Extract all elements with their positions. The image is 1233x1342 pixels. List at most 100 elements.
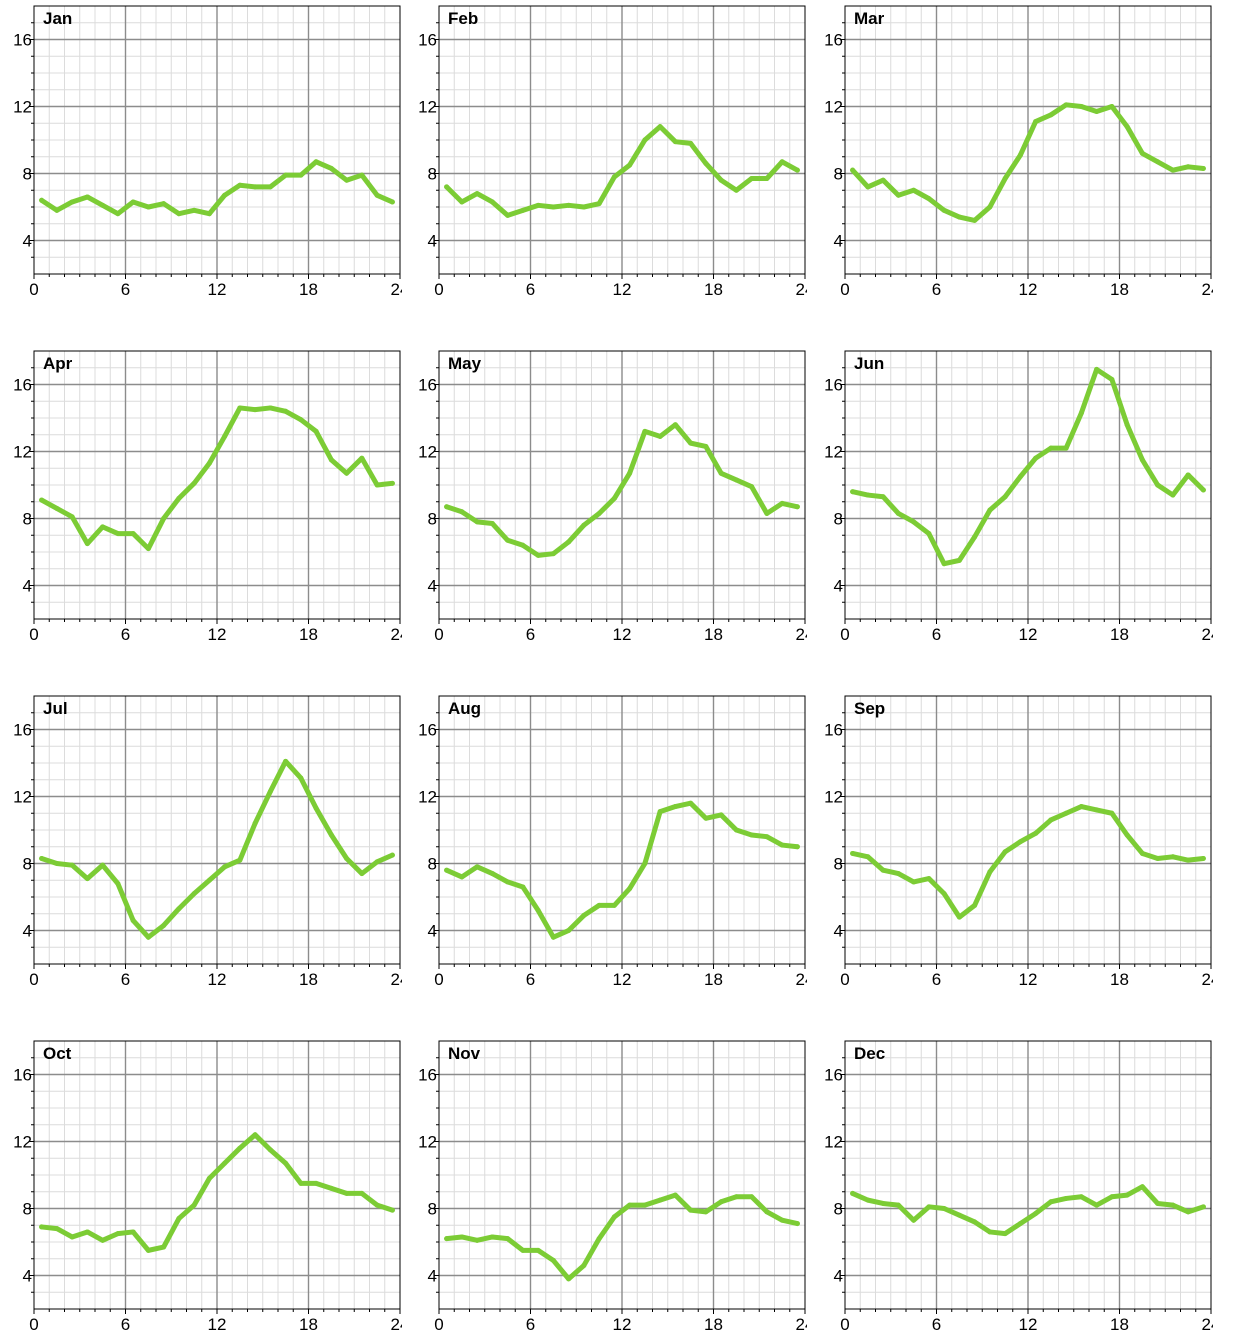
- data-point: [283, 172, 289, 178]
- data-point: [1063, 445, 1069, 451]
- x-tick-label: 6: [932, 970, 941, 989]
- data-point: [749, 484, 755, 490]
- data-point: [206, 1175, 212, 1181]
- major-grid: [34, 6, 400, 274]
- y-tick-label: 8: [428, 855, 437, 874]
- y-tick-label: 12: [418, 788, 437, 807]
- data-point: [733, 187, 739, 193]
- data-point: [474, 191, 480, 197]
- data-point: [1124, 124, 1130, 130]
- data-point: [161, 922, 167, 928]
- data-point: [252, 184, 258, 190]
- data-point: [911, 879, 917, 885]
- y-tick-label: 12: [13, 1133, 32, 1152]
- data-point: [252, 1132, 258, 1138]
- data-point: [520, 542, 526, 548]
- data-point: [298, 172, 304, 178]
- data-point: [344, 470, 350, 476]
- chart-panel-oct: 0 6 12 18 24 4 8 12 16 Oct: [13, 1040, 402, 1334]
- data-point: [237, 1145, 243, 1151]
- x-tick-label: 0: [434, 970, 443, 989]
- data-point: [642, 1202, 648, 1208]
- data-point: [972, 217, 978, 223]
- data-point: [1139, 150, 1145, 156]
- data-point: [283, 408, 289, 414]
- data-point: [987, 1229, 993, 1235]
- data-point: [779, 500, 785, 506]
- data-point: [344, 1190, 350, 1196]
- data-point: [1033, 455, 1039, 461]
- y-tick-label: 4: [23, 922, 32, 941]
- y-tick-label: 4: [428, 1267, 437, 1286]
- data-point: [672, 804, 678, 810]
- data-point: [749, 176, 755, 182]
- data-point: [895, 510, 901, 516]
- y-tick-label: 16: [13, 31, 32, 50]
- data-point: [39, 1224, 45, 1230]
- data-point: [1002, 494, 1008, 500]
- data-point: [642, 137, 648, 143]
- x-tick-label: 24: [796, 970, 807, 989]
- data-point: [1124, 422, 1130, 428]
- data-point: [941, 891, 947, 897]
- data-point: [374, 1202, 380, 1208]
- data-point: [688, 1207, 694, 1213]
- data-point: [794, 167, 800, 173]
- data-point: [298, 1180, 304, 1186]
- data-point: [359, 1190, 365, 1196]
- x-tick-label: 18: [1110, 1315, 1129, 1334]
- data-point: [611, 174, 617, 180]
- data-point: [100, 202, 106, 208]
- chart-title: Feb: [448, 9, 478, 28]
- data-point: [865, 854, 871, 860]
- data-point: [1094, 807, 1100, 813]
- data-point: [145, 204, 151, 210]
- data-point: [688, 140, 694, 146]
- chart-title: Jan: [43, 9, 72, 28]
- x-tick-label: 24: [1202, 280, 1213, 299]
- major-grid: [34, 1041, 400, 1309]
- data-point: [764, 176, 770, 182]
- data-point: [550, 934, 556, 940]
- data-point: [222, 1160, 228, 1166]
- data-point: [130, 917, 136, 923]
- x-tick-label: 24: [796, 1315, 807, 1334]
- data-point: [850, 167, 856, 173]
- chart-title: Mar: [854, 9, 885, 28]
- y-tick-label: 8: [428, 165, 437, 184]
- data-point: [627, 162, 633, 168]
- data-point: [459, 1234, 465, 1240]
- data-point: [1200, 487, 1206, 493]
- data-point: [1048, 1199, 1054, 1205]
- data-point: [313, 428, 319, 434]
- data-point: [69, 862, 75, 868]
- data-point: [176, 1216, 182, 1222]
- x-tick-label: 18: [704, 280, 723, 299]
- data-point: [298, 417, 304, 423]
- chart-panel-feb: 0 6 12 18 24 4 8 12 16 Feb: [418, 5, 807, 299]
- x-tick-label: 6: [526, 280, 535, 299]
- x-tick-label: 0: [840, 280, 849, 299]
- data-point: [474, 1237, 480, 1243]
- data-point: [550, 204, 556, 210]
- data-point: [688, 800, 694, 806]
- y-tick-label: 16: [13, 721, 32, 740]
- data-point: [611, 1214, 617, 1220]
- y-tick-label: 4: [428, 577, 437, 596]
- x-tick-label: 0: [434, 280, 443, 299]
- data-point: [956, 214, 962, 220]
- data-point: [627, 886, 633, 892]
- data-point: [100, 862, 106, 868]
- chart-title: Sep: [854, 699, 885, 718]
- data-point: [100, 1237, 106, 1243]
- data-point: [1185, 472, 1191, 478]
- series-line: [850, 102, 1206, 223]
- x-tick-label: 12: [1019, 970, 1038, 989]
- y-tick-label: 4: [23, 577, 32, 596]
- data-point: [222, 864, 228, 870]
- y-tick-label: 16: [418, 721, 437, 740]
- data-point: [1017, 152, 1023, 158]
- data-point: [581, 912, 587, 918]
- major-grid: [845, 696, 1211, 964]
- series-line: [39, 159, 395, 217]
